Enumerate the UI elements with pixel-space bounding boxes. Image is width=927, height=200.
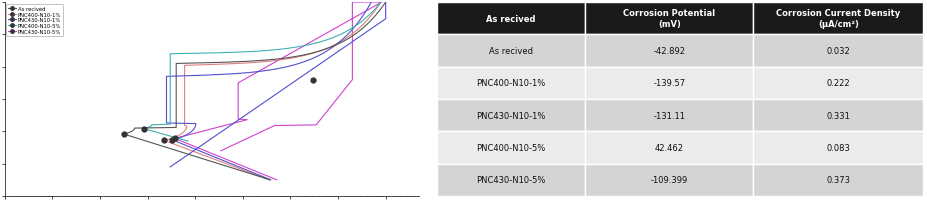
Text: -42.892: -42.892 xyxy=(653,47,684,56)
Text: PNC430-N10-5%: PNC430-N10-5% xyxy=(476,175,545,184)
FancyBboxPatch shape xyxy=(753,100,922,132)
Text: PNC430-N10-1%: PNC430-N10-1% xyxy=(476,111,545,120)
Text: -109.399: -109.399 xyxy=(650,175,687,184)
Text: 0.331: 0.331 xyxy=(825,111,849,120)
FancyBboxPatch shape xyxy=(585,67,753,100)
FancyBboxPatch shape xyxy=(437,3,585,35)
Text: PNC400-N10-5%: PNC400-N10-5% xyxy=(476,143,545,152)
FancyBboxPatch shape xyxy=(753,3,922,35)
Text: -131.11: -131.11 xyxy=(653,111,684,120)
FancyBboxPatch shape xyxy=(585,100,753,132)
FancyBboxPatch shape xyxy=(437,100,585,132)
Text: -139.57: -139.57 xyxy=(653,79,684,88)
Text: 42.462: 42.462 xyxy=(654,143,683,152)
FancyBboxPatch shape xyxy=(437,164,585,196)
FancyBboxPatch shape xyxy=(585,164,753,196)
FancyBboxPatch shape xyxy=(753,164,922,196)
FancyBboxPatch shape xyxy=(753,35,922,67)
FancyBboxPatch shape xyxy=(753,132,922,164)
Legend: As recived, PNC400-N10-1%, PNC430-N10-1%, PNC400-N10-5%, PNC430-N10-5%: As recived, PNC400-N10-1%, PNC430-N10-1%… xyxy=(6,5,63,37)
Text: 0.032: 0.032 xyxy=(825,47,849,56)
FancyBboxPatch shape xyxy=(585,3,753,35)
Text: PNC400-N10-1%: PNC400-N10-1% xyxy=(476,79,545,88)
Text: 0.222: 0.222 xyxy=(826,79,849,88)
Text: 0.373: 0.373 xyxy=(825,175,849,184)
FancyBboxPatch shape xyxy=(753,67,922,100)
Text: Corrosion Current Density
(μA/cm²): Corrosion Current Density (μA/cm²) xyxy=(775,9,899,29)
FancyBboxPatch shape xyxy=(585,132,753,164)
FancyBboxPatch shape xyxy=(585,35,753,67)
Text: As recived: As recived xyxy=(489,47,533,56)
Text: As recived: As recived xyxy=(486,15,535,24)
FancyBboxPatch shape xyxy=(437,67,585,100)
Text: 0.083: 0.083 xyxy=(825,143,849,152)
FancyBboxPatch shape xyxy=(437,35,585,67)
FancyBboxPatch shape xyxy=(437,132,585,164)
Text: Corrosion Potential
(mV): Corrosion Potential (mV) xyxy=(623,9,715,29)
